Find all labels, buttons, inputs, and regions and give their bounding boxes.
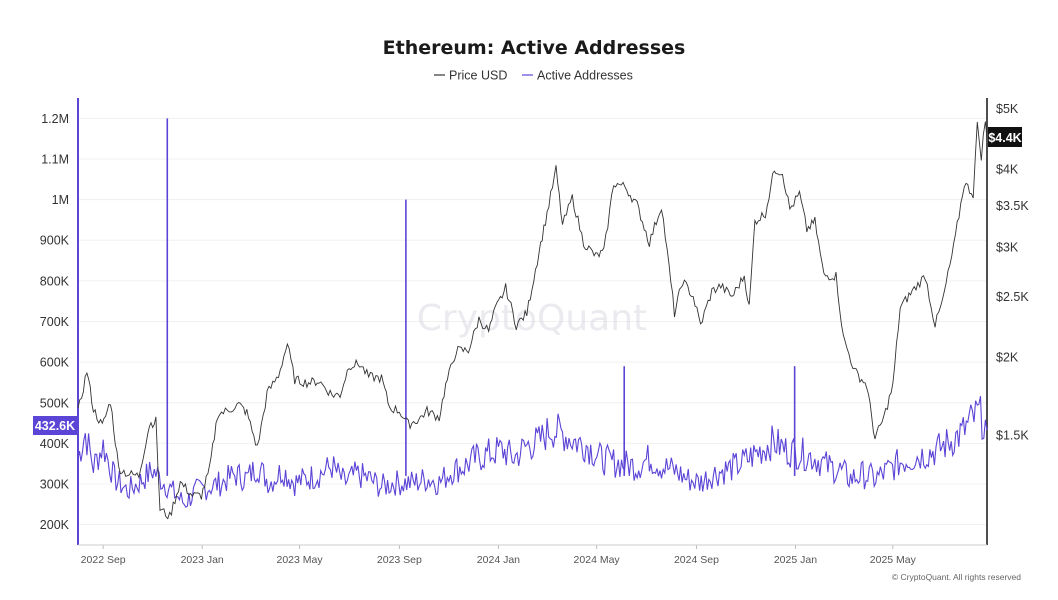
x-tick-2025-jan: 2025 Jan <box>774 554 817 566</box>
left-tick-1m: 1M <box>52 193 69 207</box>
right-tick-3-5k: $3.5K <box>996 199 1029 213</box>
left-tick-700k: 700K <box>40 315 70 329</box>
x-tick-2022-sep: 2022 Sep <box>81 554 126 566</box>
left-tick-500k: 500K <box>40 396 70 410</box>
right-tick-1-5k: $1.5K <box>996 429 1029 443</box>
watermark: CryptoQuant <box>417 298 647 339</box>
series-layer <box>77 118 988 520</box>
left-value-badge-text: 432.6K <box>35 419 75 433</box>
right-tick-2k: $2K <box>996 351 1019 365</box>
x-axis-ticks: 2022 Sep 2023 Jan 2023 May 2023 Sep 2024 Jan… <box>81 545 917 566</box>
left-tick-200k: 200K <box>40 518 70 532</box>
x-tick-2023-jan: 2023 Jan <box>181 554 224 566</box>
copyright: © CryptoQuant. All rights reserved <box>892 572 1021 582</box>
left-tick-800k: 800K <box>40 274 70 288</box>
right-value-badge: $4.4K <box>988 127 1022 147</box>
x-tick-2024-jan: 2024 Jan <box>477 554 520 566</box>
right-axis-ticks: $1.5K $2K $2.5K $3K $3.5K $4K $5K <box>996 102 1029 442</box>
right-tick-4k: $4K <box>996 163 1019 177</box>
left-tick-1-1m: 1.1M <box>41 152 69 166</box>
x-tick-2023-may: 2023 May <box>277 554 324 566</box>
right-tick-2-5k: $2.5K <box>996 290 1029 304</box>
left-tick-300k: 300K <box>40 478 70 492</box>
right-value-badge-text: $4.4K <box>988 131 1021 145</box>
x-tick-2025-may: 2025 May <box>870 554 917 566</box>
x-tick-2023-sep: 2023 Sep <box>377 554 422 566</box>
left-tick-900k: 900K <box>40 234 70 248</box>
right-tick-5k: $5K <box>996 102 1019 116</box>
left-axis-ticks: 200K 300K 400K 500K 600K 700K 800K 900K 1M 1.1M 1.… <box>40 112 70 532</box>
x-tick-2024-sep: 2024 Sep <box>674 554 719 566</box>
series-line-price-usd <box>77 121 988 520</box>
gridlines <box>78 117 987 526</box>
chart-title: Ethereum: Active Addresses <box>383 37 686 59</box>
legend-label-price[interactable]: Price USD <box>449 69 507 83</box>
legend-label-active-addresses[interactable]: Active Addresses <box>537 69 633 83</box>
left-tick-400k: 400K <box>40 437 70 451</box>
x-tick-2024-may: 2024 May <box>574 554 621 566</box>
left-tick-1-2m: 1.2M <box>41 112 69 126</box>
left-value-badge: 432.6K <box>33 416 77 435</box>
left-tick-600k: 600K <box>40 356 70 370</box>
series-line-active-addresses <box>77 395 988 508</box>
legend: Price USD Active Addresses <box>434 69 633 83</box>
right-tick-3k: $3K <box>996 241 1019 255</box>
